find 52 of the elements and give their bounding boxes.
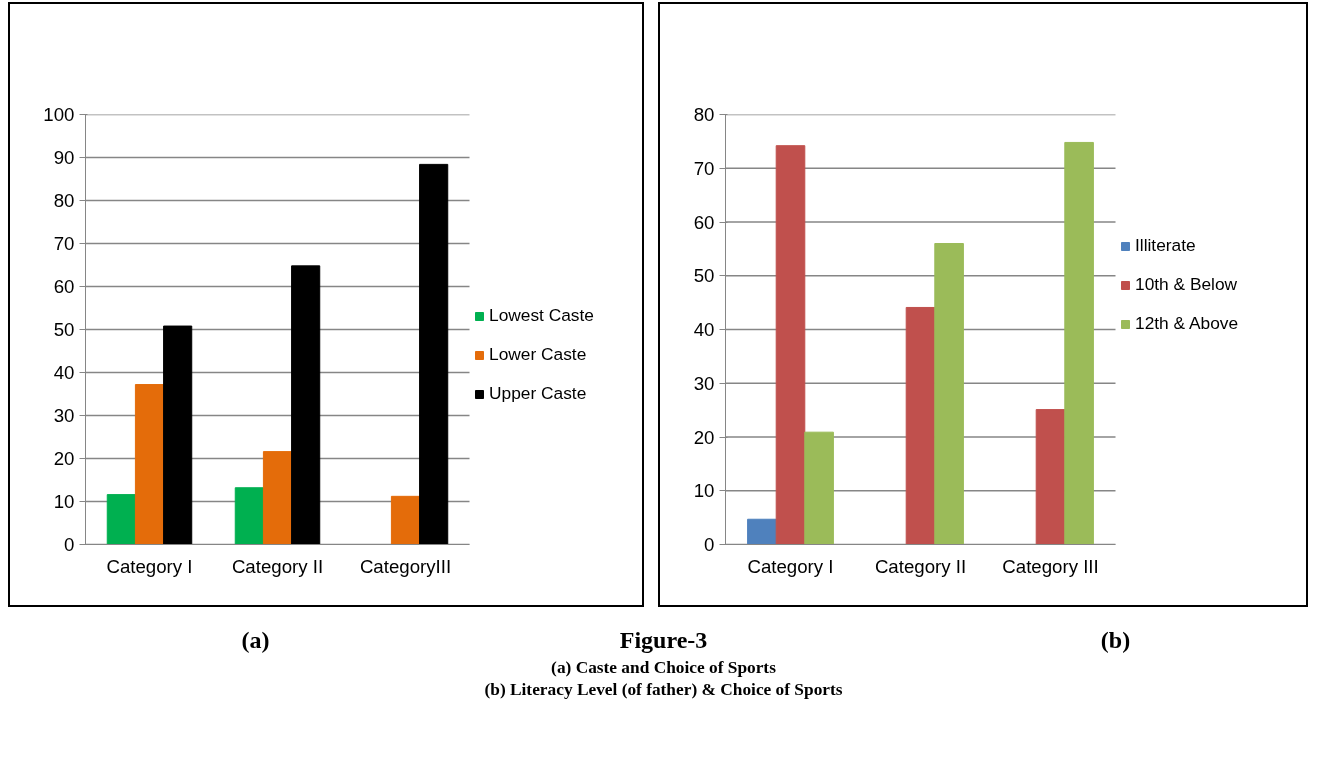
y-tick-label: 10 [53,491,75,512]
legend-label: Lower Caste [489,344,587,365]
x-tick-label: Category II [874,555,967,577]
y-tick-label: 60 [693,211,715,233]
y-tick-label: 40 [693,319,715,340]
bar [134,384,165,545]
bar [1064,141,1094,545]
legend-label: Upper Caste [489,383,587,404]
y-tick-label: 30 [693,372,715,394]
legend-label: Illiterate [1135,235,1196,256]
text: Figure-3 [619,626,708,653]
y-tick-label: 50 [693,265,715,287]
bar [390,495,421,545]
text: (a) [241,626,270,653]
bar [934,243,964,545]
bar [163,325,193,545]
x-tick-label: Category II [231,555,324,577]
legend-label: 10th & Below [1135,274,1238,295]
bar [747,518,777,545]
y-tick-label: 70 [53,233,75,254]
legend-label: Lowest Caste [489,305,594,326]
bar [775,145,806,545]
y-tick-label: 20 [693,426,715,448]
y-tick-label: 80 [53,190,75,211]
y-tick-label: 30 [53,405,75,426]
y-tick-label: 10 [693,480,715,502]
x-tick-label: CategoryIII [359,555,452,577]
y-tick-label: 100 [43,104,75,125]
y-tick-label: 90 [53,147,75,168]
y-tick-label: 0 [704,534,715,555]
y-tick-label: 0 [64,534,75,555]
x-tick-label: Category I [106,555,193,577]
bar [262,451,293,545]
bar [905,306,936,545]
y-tick-label: 20 [53,448,75,469]
y-tick-label: 40 [53,362,75,383]
text: (b) Literacy Level (of father) & Choice of Sports [484,680,843,699]
x-tick-label: Category I [747,555,834,577]
bar [804,431,834,545]
bar [419,163,449,545]
y-tick-label: 50 [53,319,75,340]
y-tick-label: 80 [693,104,715,125]
bar [106,494,136,545]
y-tick-label: 60 [53,276,75,297]
x-tick-label: Category III [1002,555,1099,577]
bar [234,487,264,545]
y-tick-label: 70 [693,157,715,179]
text: (b) [1100,626,1131,653]
legend-label: 12th & Above [1135,313,1239,334]
bar [1035,409,1066,545]
bar [291,265,321,545]
text: (a) Caste and Choice of Sports [551,658,777,677]
